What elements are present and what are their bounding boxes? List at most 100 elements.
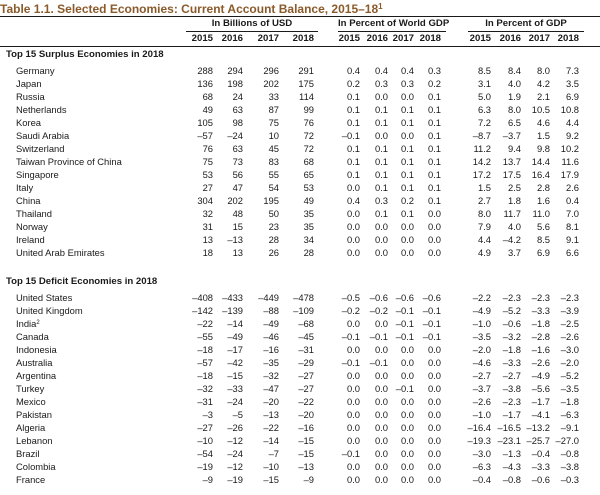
value-cell-gdp: 7.3: [565, 65, 579, 76]
value-cell-world-gdp: –0.1: [341, 130, 360, 141]
value-cell-gdp: 1.8: [507, 195, 521, 206]
value-cell-world-gdp: 0.0: [374, 422, 388, 433]
value-cell-world-gdp: 0.0: [374, 461, 388, 472]
value-cell-gdp: –3.5: [472, 331, 491, 342]
value-cell-world-gdp: –0.1: [369, 331, 388, 342]
value-cell-gdp: 6.9: [536, 247, 550, 258]
value-cell-gdp: –3.7: [472, 383, 491, 394]
value-cell-world-gdp: 0.1: [346, 169, 360, 180]
value-cell-usd: –49: [263, 318, 279, 329]
value-cell-usd: 75: [202, 156, 213, 167]
value-cell-gdp: –3.7: [502, 130, 521, 141]
value-cell-usd: –13: [227, 234, 243, 245]
value-cell-gdp: –3.3: [502, 357, 521, 368]
economy-name-text: Australia: [16, 357, 53, 368]
value-cell-world-gdp: 0.0: [346, 208, 360, 219]
value-cell-world-gdp: 0.1: [427, 195, 441, 206]
value-cell-world-gdp: 0.0: [427, 208, 441, 219]
value-cell-usd: –7: [268, 448, 279, 459]
economy-name-text: United Arab Emirates: [16, 247, 105, 258]
value-cell-gdp: –0.8: [560, 448, 579, 459]
value-cell-gdp: 11.2: [473, 143, 491, 154]
value-cell-world-gdp: –0.1: [395, 318, 414, 329]
value-cell-usd: –408: [192, 292, 213, 303]
value-cell-usd: –13: [263, 409, 279, 420]
value-cell-world-gdp: 0.0: [427, 396, 441, 407]
value-cell-usd: 195: [263, 195, 279, 206]
value-cell-gdp: –4.6: [472, 357, 491, 368]
value-cell-gdp: –4.9: [531, 370, 550, 381]
value-cell-gdp: –2.7: [472, 370, 491, 381]
economy-name-text: Singapore: [16, 169, 59, 180]
value-cell-gdp: 11.0: [532, 208, 550, 219]
value-cell-usd: 45: [268, 143, 279, 154]
economy-name-text: Italy: [16, 182, 34, 193]
value-cell-gdp: 17.9: [560, 169, 579, 180]
value-cell-gdp: –2.8: [531, 331, 550, 342]
value-cell-gdp: –2.0: [472, 344, 491, 355]
value-cell-world-gdp: 0.0: [346, 396, 360, 407]
value-cell-gdp: 17.5: [502, 169, 521, 180]
value-cell-world-gdp: 0.0: [346, 221, 360, 232]
value-cell-world-gdp: 0.4: [346, 65, 360, 76]
year-header-usd: 2015: [191, 33, 213, 44]
value-cell-usd: –27: [298, 383, 314, 394]
value-cell-gdp: 3.7: [507, 247, 521, 258]
value-cell-usd: –27: [298, 370, 314, 381]
value-cell-world-gdp: 0.0: [374, 383, 388, 394]
economy-name-text: Japan: [16, 78, 42, 89]
value-cell-gdp: 9.8: [536, 143, 550, 154]
value-cell-gdp: 11.6: [561, 156, 579, 167]
value-cell-gdp: 5.0: [477, 91, 491, 102]
economy-name: Pakistan: [16, 409, 52, 420]
value-cell-usd: –12: [227, 461, 243, 472]
value-cell-gdp: 2.7: [477, 195, 491, 206]
value-cell-gdp: 1.6: [536, 195, 550, 206]
value-cell-usd: –139: [222, 305, 243, 316]
value-cell-world-gdp: 0.0: [400, 234, 414, 245]
value-cell-gdp: –3.0: [560, 344, 579, 355]
value-cell-world-gdp: 0.4: [346, 195, 360, 206]
value-cell-world-gdp: 0.1: [427, 130, 441, 141]
value-cell-usd: 291: [298, 65, 314, 76]
value-cell-world-gdp: 0.1: [346, 156, 360, 167]
value-cell-usd: 55: [268, 169, 279, 180]
value-cell-usd: –45: [298, 331, 314, 342]
value-cell-world-gdp: 0.0: [400, 91, 414, 102]
economy-name: Netherlands: [16, 104, 67, 115]
value-cell-usd: 202: [263, 78, 279, 89]
value-cell-world-gdp: 0.1: [427, 117, 441, 128]
economy-name: Colombia: [16, 461, 56, 472]
economy-name: Russia: [16, 91, 45, 102]
economy-name: Australia: [16, 357, 52, 368]
value-cell-usd: –20: [263, 396, 279, 407]
value-cell-usd: 24: [232, 91, 243, 102]
value-cell-world-gdp: 0.0: [400, 435, 414, 446]
value-cell-world-gdp: 0.0: [346, 370, 360, 381]
value-cell-world-gdp: 0.0: [346, 422, 360, 433]
value-cell-gdp: –3.8: [502, 383, 521, 394]
value-cell-usd: –33: [227, 383, 243, 394]
value-cell-world-gdp: 0.1: [374, 156, 388, 167]
value-cell-world-gdp: 0.3: [374, 78, 388, 89]
value-cell-usd: –42: [227, 357, 243, 368]
value-cell-world-gdp: 0.0: [400, 474, 414, 485]
value-cell-usd: 35: [303, 221, 314, 232]
value-cell-world-gdp: –0.2: [341, 305, 360, 316]
value-cell-world-gdp: 0.0: [427, 422, 441, 433]
economy-name-text: Lebanon: [16, 435, 53, 446]
value-cell-gdp: 9.1: [565, 234, 579, 245]
value-cell-gdp: –16.5: [497, 422, 521, 433]
value-cell-usd: 296: [263, 65, 279, 76]
value-cell-world-gdp: 0.0: [346, 383, 360, 394]
value-cell-gdp: 0.4: [565, 195, 579, 206]
value-cell-gdp: –1.0: [472, 409, 491, 420]
value-cell-world-gdp: 0.1: [400, 182, 414, 193]
value-cell-usd: 28: [268, 234, 279, 245]
value-cell-world-gdp: 0.0: [346, 318, 360, 329]
economy-name: Algeria: [16, 422, 45, 433]
value-cell-gdp: 6.6: [565, 247, 579, 258]
value-cell-gdp: –2.6: [531, 357, 550, 368]
value-cell-world-gdp: 0.1: [374, 208, 388, 219]
economy-name-text: Russia: [16, 91, 45, 102]
